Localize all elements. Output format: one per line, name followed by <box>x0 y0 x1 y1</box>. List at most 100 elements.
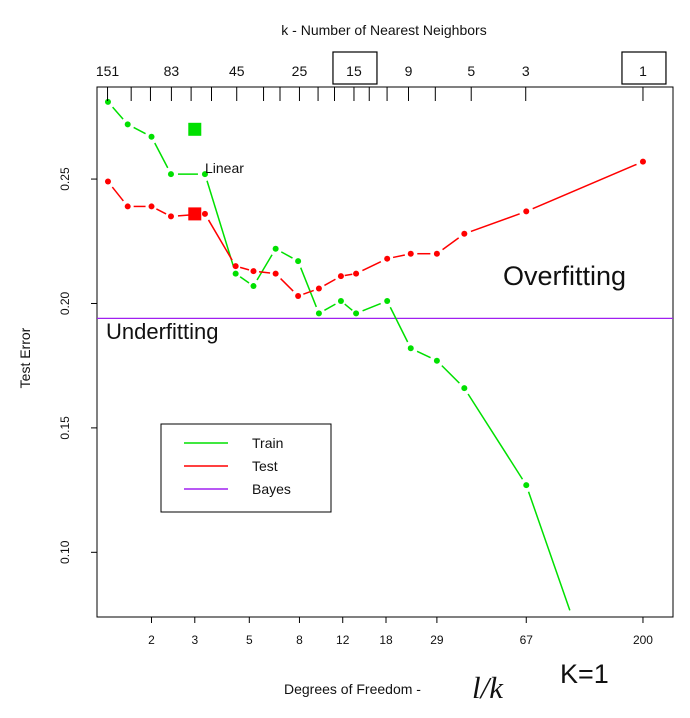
test-point <box>639 158 646 165</box>
top-tick-label: 45 <box>229 63 245 79</box>
test-point <box>461 230 468 237</box>
x-axis-label: Degrees of Freedom - <box>284 681 421 697</box>
train-segment <box>441 365 460 384</box>
test-segment <box>280 278 294 292</box>
train-point <box>461 385 468 392</box>
train-point <box>337 297 344 304</box>
test-segment <box>324 278 336 287</box>
train-point <box>232 270 239 277</box>
train-point <box>407 345 414 352</box>
test-segment <box>111 186 124 202</box>
x-tick-label: 67 <box>520 633 534 647</box>
train-segment <box>362 302 381 312</box>
train-point <box>353 310 360 317</box>
x-tick-label: 5 <box>246 633 253 647</box>
train-segment <box>154 142 169 169</box>
test-segment <box>442 237 460 251</box>
test-point <box>272 270 279 277</box>
test-point <box>384 255 391 262</box>
x-tick-label: 200 <box>633 633 653 647</box>
top-tick-label: 15 <box>346 63 362 79</box>
train-point <box>272 245 279 252</box>
train-segment <box>416 350 431 359</box>
top-tick-label: 151 <box>96 63 120 79</box>
test-point <box>337 273 344 280</box>
y-tick-label: 0.20 <box>58 291 72 315</box>
test-point <box>407 250 414 257</box>
test-segment <box>532 163 637 210</box>
train-point <box>104 98 111 105</box>
train-point <box>384 297 391 304</box>
x-tick-label: 2 <box>148 633 155 647</box>
test-segment <box>392 254 406 259</box>
x-tick-label: 8 <box>296 633 303 647</box>
train-segment <box>344 303 353 311</box>
train-segment <box>527 491 571 611</box>
test-point <box>232 263 239 270</box>
x-tick-label: 18 <box>379 633 393 647</box>
x-tick-label: 3 <box>191 633 198 647</box>
train-point <box>148 133 155 140</box>
test-segment <box>258 271 271 274</box>
legend-bayes-label: Bayes <box>252 481 291 497</box>
train-segment <box>239 276 250 284</box>
test-point <box>124 203 131 210</box>
top-tick-label: 9 <box>405 63 413 79</box>
test-point <box>201 210 208 217</box>
train-segment <box>256 254 273 281</box>
train-segment <box>300 267 318 308</box>
legend-test-label: Test <box>252 458 278 474</box>
k1-annotation: K=1 <box>560 659 609 689</box>
test-segment <box>344 273 353 277</box>
test-point <box>433 250 440 257</box>
series-train <box>104 98 571 611</box>
y-tick-label: 0.10 <box>58 540 72 564</box>
train-segment <box>206 180 235 268</box>
legend-box <box>160 423 332 513</box>
train-point <box>295 258 302 265</box>
linear-train-square <box>188 122 202 136</box>
test-segment <box>207 219 233 261</box>
test-segment <box>239 266 250 271</box>
top-tick-label: 5 <box>467 63 475 79</box>
series-test <box>104 158 646 300</box>
underfitting-annotation: Underfitting <box>106 319 219 344</box>
linear-test-square <box>188 207 202 221</box>
axes-layer: 2 3 5 8 12 18 29 67 200 151 83 45 25 15 9 5 3 1 0.10 0.15 0.… <box>58 51 673 647</box>
x-tick-label: 12 <box>336 633 350 647</box>
x-axis-formula: l/k <box>472 670 504 705</box>
test-point <box>315 285 322 292</box>
test-point <box>353 270 360 277</box>
test-point <box>295 293 302 300</box>
train-segment <box>280 251 293 259</box>
train-segment <box>389 306 409 343</box>
legend-train-label: Train <box>252 435 283 451</box>
x-tick-label: 29 <box>430 633 444 647</box>
legend: Train Test Bayes <box>160 423 332 513</box>
top-tick-highlight-box <box>332 51 378 85</box>
test-segment <box>362 261 382 272</box>
linear-label: Linear <box>205 160 244 176</box>
train-point <box>433 357 440 364</box>
y-tick-label: 0.25 <box>58 167 72 191</box>
test-point <box>104 178 111 185</box>
train-point <box>167 171 174 178</box>
train-point <box>201 171 208 178</box>
overfitting-annotation: Overfitting <box>503 261 626 291</box>
train-point <box>315 310 322 317</box>
y-axis-label: Test Error <box>17 327 33 388</box>
top-axis-label: k - Number of Nearest Neighbors <box>281 22 486 38</box>
test-segment <box>303 289 314 295</box>
test-point <box>167 213 174 220</box>
y-tick-label: 0.15 <box>58 416 72 440</box>
train-segment <box>133 126 146 135</box>
test-point <box>148 203 155 210</box>
top-tick-label: 83 <box>164 63 180 79</box>
series-layer <box>104 98 646 611</box>
top-tick-highlight-box <box>621 51 667 85</box>
top-tick-label: 3 <box>522 63 530 79</box>
train-point <box>523 482 530 489</box>
